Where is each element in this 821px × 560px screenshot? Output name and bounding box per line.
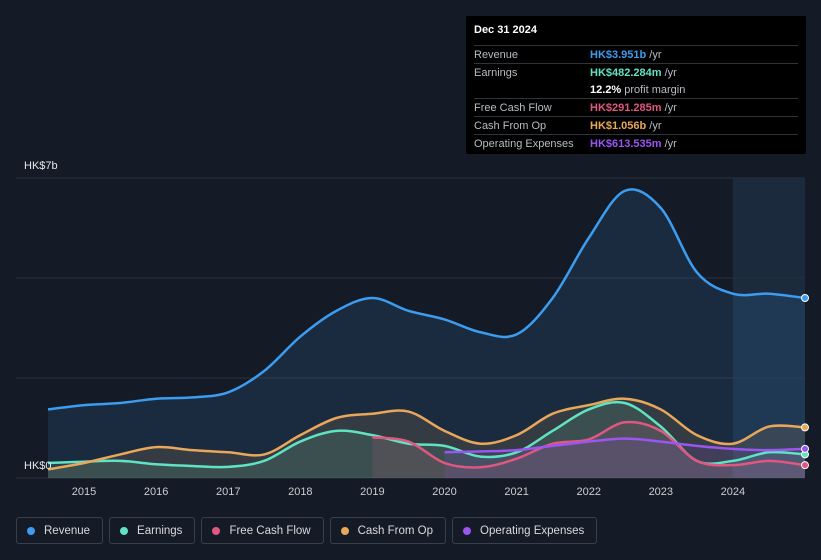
free-cash-flow-line [372, 420, 806, 469]
tooltip-row-opex: Operating Expenses HK$613.535m /yr [474, 135, 798, 152]
cash-from-op-area [48, 398, 805, 478]
legend-label: Revenue [44, 524, 91, 537]
tooltip-unit: /yr [664, 66, 677, 79]
legend-item-revenue[interactable]: Revenue [16, 517, 104, 544]
tooltip-unit: /yr [649, 48, 662, 61]
highlight-region [732, 178, 805, 478]
x-tick-label: 2020 [432, 486, 456, 498]
tooltip-panel: Dec 31 2024 Revenue HK$3.951b /yr Earnin… [466, 16, 806, 154]
tooltip-unit: profit margin [624, 83, 686, 96]
x-tick-label: 2023 [649, 486, 673, 498]
tooltip-unit: /yr [664, 101, 677, 114]
chart-area: 2015 2016 2017 2018 2019 2020 2021 2022 2023 2024 [16, 177, 809, 498]
earnings-area [48, 402, 805, 478]
cash-from-op-line [47, 397, 806, 471]
legend-label: Free Cash Flow [229, 524, 311, 537]
tooltip-row-margin: 12.2% profit margin [474, 81, 798, 99]
free-cash-flow-area [372, 421, 805, 478]
tooltip-row-revenue: Revenue HK$3.951b /yr [474, 46, 798, 64]
legend-label: Earnings [137, 524, 183, 537]
revenue-end-marker [801, 294, 809, 302]
legend-item-earnings[interactable]: Earnings [109, 517, 196, 544]
y-axis-bottom-label: HK$0 [24, 460, 52, 472]
x-tick-label: 2018 [288, 486, 312, 498]
tooltip-value: HK$291.285m [590, 101, 662, 114]
tooltip-value: HK$482.284m [590, 66, 662, 79]
tooltip-value: HK$3.951b [590, 48, 647, 61]
legend-dot-icon [340, 526, 349, 535]
legend-dot-icon [212, 526, 221, 535]
legend-item-operating-expenses[interactable]: Operating Expenses [452, 517, 598, 544]
y-axis-top-label: HK$7b [24, 160, 58, 172]
tooltip-value: 12.2% [590, 83, 622, 96]
x-tick-label: 2015 [72, 486, 96, 498]
tooltip-row-cfo: Cash From Op HK$1.056b /yr [474, 117, 798, 135]
x-tick-label: 2019 [360, 486, 384, 498]
operating-expenses-end-marker [801, 444, 809, 453]
tooltip-row-earnings: Earnings HK$482.284m /yr [474, 64, 798, 81]
legend-item-cash-from-op[interactable]: Cash From Op [329, 517, 447, 544]
legend-dot-icon [27, 526, 35, 535]
tooltip-row-fcf: Free Cash Flow HK$291.285m /yr [474, 99, 798, 117]
legend-dot-icon [463, 526, 472, 535]
tooltip-value: HK$613.535m [590, 137, 662, 150]
tooltip-date: Dec 31 2024 [474, 24, 798, 46]
x-tick-label: 2024 [721, 486, 745, 498]
operating-expenses-line [444, 437, 806, 454]
tooltip-label: Operating Expenses [474, 137, 574, 150]
legend: Revenue Earnings Free Cash Flow Cash Fro… [16, 517, 598, 544]
legend-label: Cash From Op [357, 524, 434, 537]
x-tick-label: 2016 [144, 486, 168, 498]
legend-label: Operating Expenses [480, 524, 585, 537]
tooltip-label: Revenue [474, 48, 519, 61]
tooltip-unit: /yr [649, 119, 662, 132]
revenue-area [48, 189, 805, 478]
legend-item-free-cash-flow[interactable]: Free Cash Flow [201, 517, 324, 544]
x-tick-label: 2017 [216, 486, 240, 498]
tooltip-value: HK$1.056b [590, 119, 647, 132]
legend-dot-icon [120, 526, 129, 535]
tooltip-label: Earnings [474, 66, 518, 79]
cash-from-op-end-marker [801, 423, 809, 432]
x-tick-label: 2022 [576, 486, 600, 498]
x-tick-label: 2021 [504, 486, 528, 498]
tooltip-label: Free Cash Flow [474, 101, 552, 114]
tooltip-label: Cash From Op [474, 119, 547, 132]
free-cash-flow-end-marker [801, 461, 809, 470]
revenue-line [47, 188, 806, 411]
tooltip-unit: /yr [664, 137, 677, 150]
